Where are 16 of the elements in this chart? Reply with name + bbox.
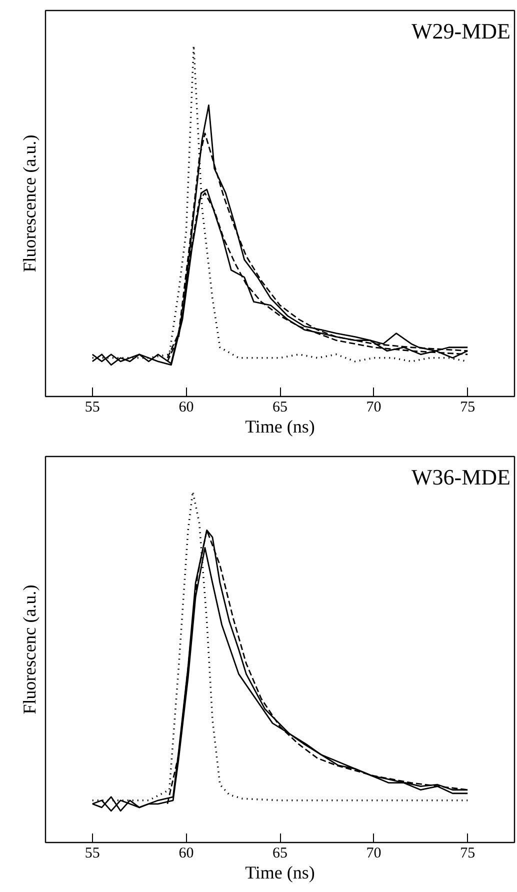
x-tick-label: 65 bbox=[272, 400, 288, 416]
x-tick-label: 60 bbox=[178, 846, 194, 862]
x-tick-label: 70 bbox=[366, 400, 382, 416]
x-tick-label: 60 bbox=[178, 400, 194, 416]
x-tick-label: 55 bbox=[84, 846, 100, 862]
x-tick-label: 75 bbox=[460, 400, 476, 416]
x-axis-title: Time (ns) bbox=[245, 862, 315, 882]
chart-title: W36-MDE bbox=[412, 464, 511, 490]
x-tick-label: 65 bbox=[272, 846, 288, 862]
y-axis-title: Fluorescence (a.u.) bbox=[20, 134, 40, 272]
x-tick-label: 55 bbox=[84, 400, 100, 416]
y-axis-title: Fluorescenc (a.u.) bbox=[20, 584, 40, 714]
x-tick-label: 75 bbox=[460, 846, 476, 862]
chart-title: W29-MDE bbox=[412, 18, 511, 44]
x-tick-label: 70 bbox=[366, 846, 382, 862]
x-axis-title: Time (ns) bbox=[245, 416, 315, 436]
